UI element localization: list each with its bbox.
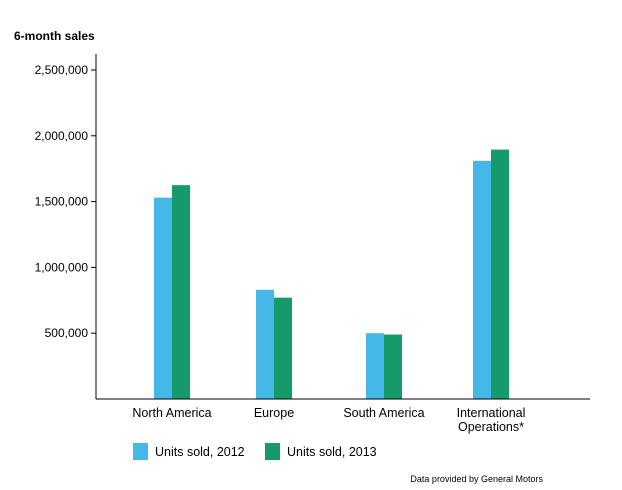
y-tick-label: 2,500,000 bbox=[35, 63, 89, 77]
bar-2013-south-america bbox=[384, 334, 402, 399]
chart-title: 6-month sales bbox=[14, 29, 95, 43]
legend-label-2013: Units sold, 2013 bbox=[287, 445, 377, 459]
bar-2012-europe bbox=[256, 289, 274, 399]
legend-swatch-2013 bbox=[265, 443, 280, 460]
x-category-label: Operations* bbox=[458, 420, 524, 434]
y-tick-label: 1,000,000 bbox=[35, 260, 89, 274]
source-note: Data provided by General Motors bbox=[410, 474, 543, 484]
x-axis: North America Europe South America Internat… bbox=[96, 398, 590, 434]
legend-label-2012: Units sold, 2012 bbox=[155, 445, 245, 459]
bar-2012-south-america bbox=[366, 333, 384, 399]
y-tick-label: 1,500,000 bbox=[35, 195, 89, 209]
bar-2013-north-america bbox=[172, 185, 190, 399]
bar-2013-international-operations bbox=[491, 149, 509, 399]
y-axis: 500,000 1,000,000 1,500,000 2,000,000 2,500,… bbox=[35, 54, 97, 399]
y-tick-label: 500,000 bbox=[45, 326, 89, 340]
bars bbox=[154, 149, 509, 399]
legend-swatch-2012 bbox=[133, 443, 148, 460]
bar-2012-north-america bbox=[154, 197, 172, 399]
bar-2012-international-operations bbox=[473, 160, 491, 399]
x-category-label: International bbox=[457, 406, 526, 420]
bar-2013-europe bbox=[274, 297, 292, 399]
x-category-label: South America bbox=[343, 406, 424, 420]
y-tick-label: 2,000,000 bbox=[35, 129, 89, 143]
x-category-label: Europe bbox=[254, 406, 294, 420]
x-category-label: North America bbox=[132, 406, 211, 420]
legend: Units sold, 2012 Units sold, 2013 bbox=[133, 443, 377, 460]
